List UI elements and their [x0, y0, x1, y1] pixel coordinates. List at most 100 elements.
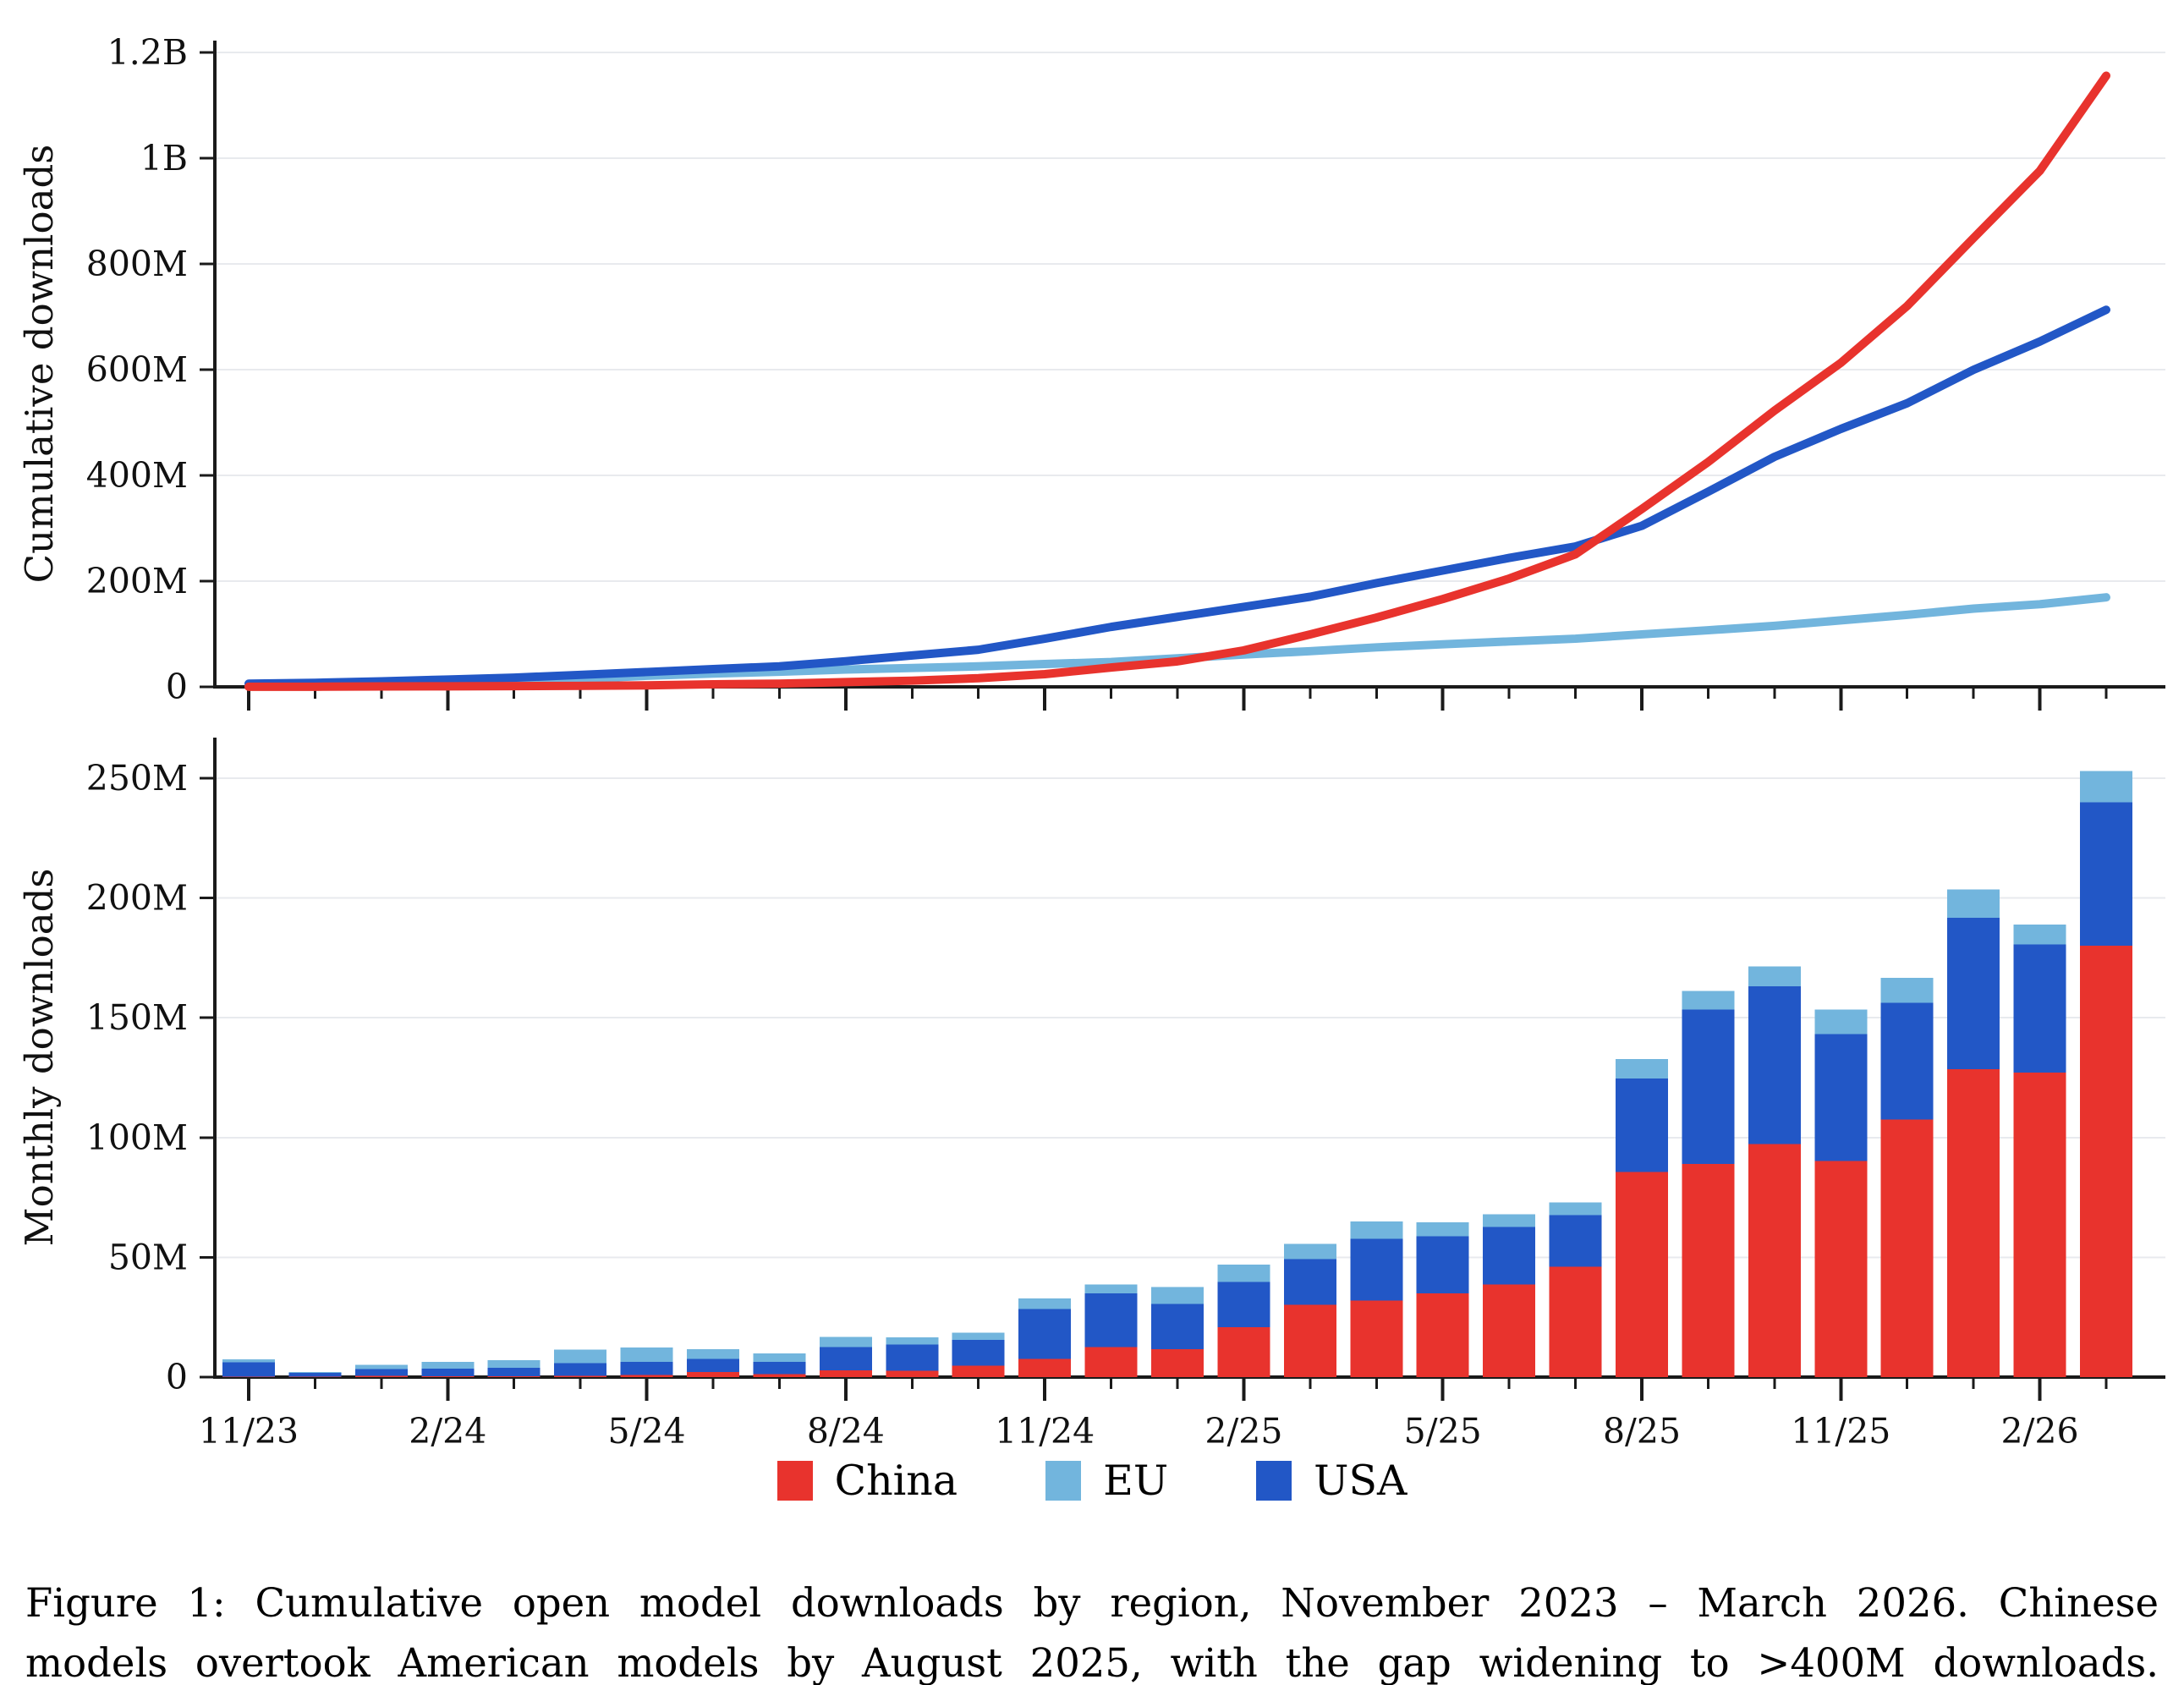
bar-segment-china [222, 1376, 275, 1377]
monthly-bar-chart: 0 50M 100M 150M 200M 250M 11/23 2/24 5/24 8/24 11/… [86, 738, 2165, 1452]
bar-segment-china [1084, 1347, 1138, 1377]
bar-segment-usa [288, 1373, 342, 1377]
bar-segment-eu [687, 1348, 739, 1359]
legend: China EU USA [0, 1457, 2184, 1505]
bar-segment-usa [222, 1362, 275, 1377]
bar-segment-china [487, 1376, 541, 1377]
bar-segment-eu [952, 1332, 1005, 1341]
bar-segment-china [421, 1376, 475, 1377]
bar-segment-china [1350, 1300, 1403, 1377]
figure-caption: Figure 1: Cumulative open model download… [25, 1573, 2159, 1685]
bar-segment-eu [1483, 1214, 1536, 1227]
bar-segment-usa [1814, 1034, 1868, 1161]
bar-segment-eu [753, 1353, 806, 1362]
bar-segment-usa [1616, 1079, 1668, 1172]
bar-segment-china [620, 1375, 673, 1377]
bar-segment-china [952, 1365, 1005, 1377]
x-tick-label: 2/25 [1204, 1411, 1282, 1452]
bar-segment-usa [1151, 1304, 1204, 1350]
bar-segment-eu [1018, 1298, 1072, 1309]
bar-segment-usa [1549, 1215, 1602, 1267]
legend-item-eu: EU [1045, 1457, 1168, 1505]
bar-segment-china [1549, 1266, 1602, 1377]
bar-segment-china [1483, 1284, 1536, 1377]
bar-segment-china [354, 1375, 408, 1377]
usa-swatch-icon [1256, 1461, 1292, 1501]
y-tick-label: 600M [86, 349, 188, 390]
bar-segment-eu [222, 1358, 275, 1363]
bar-segment-china [687, 1372, 739, 1377]
y-tick-label: 400M [86, 455, 188, 496]
bar-segment-china [2013, 1073, 2066, 1377]
y-tick-label: 0 [166, 1357, 188, 1397]
x-tick-label: 8/25 [1603, 1411, 1681, 1452]
bar-segment-eu [1416, 1222, 1469, 1237]
x-tick-label: 2/24 [409, 1411, 486, 1452]
bar-segment-china [819, 1369, 872, 1377]
bar-segment-usa [1682, 1009, 1735, 1165]
line-usa [244, 305, 2110, 689]
bar-segment-usa [1483, 1227, 1536, 1285]
caption-line-2: models overtook American models by Augus… [25, 1640, 2159, 1685]
bar-segment-china [1616, 1172, 1668, 1377]
bar-segment-eu [2080, 771, 2132, 803]
bar-segment-eu [620, 1347, 673, 1363]
y-tick-label: 800M [86, 244, 188, 284]
charts-svg: 0 200M 400M 600M 800M 1B 1.2B 0 50M 100M 150M 200M… [17, 32, 2165, 1452]
bar-segment-eu [354, 1364, 408, 1369]
bar-segment-eu [1616, 1058, 1668, 1079]
bar-segment-eu [886, 1336, 939, 1345]
bar-segment-china [1151, 1349, 1204, 1377]
bar-segment-usa [1217, 1282, 1270, 1328]
bar-segment-eu [554, 1349, 607, 1364]
bar-segment-usa [1947, 918, 2000, 1070]
bar-segment-eu [1084, 1284, 1138, 1294]
legend-item-usa: USA [1256, 1457, 1407, 1505]
bar-segment-eu [288, 1372, 342, 1374]
x-tick-label: 8/24 [807, 1411, 885, 1452]
bar-segment-china [886, 1370, 939, 1377]
bar-segment-china [1217, 1327, 1270, 1377]
bar-segment-usa [2013, 944, 2066, 1073]
bar-segment-china [1814, 1161, 1868, 1377]
caption-line-1: Figure 1: Cumulative open model download… [25, 1580, 2159, 1626]
line-eu [244, 593, 2110, 691]
y-tick-label: 0 [166, 667, 188, 707]
bar-segment-eu [1283, 1243, 1336, 1260]
y-tick-label: 250M [86, 758, 188, 799]
bar-segment-china [1416, 1293, 1469, 1377]
bar-segment-usa [687, 1358, 739, 1373]
legend-label-china: China [834, 1457, 958, 1505]
bar-segment-china [1947, 1069, 2000, 1377]
bar-segment-usa [819, 1347, 872, 1370]
x-tick-label: 11/24 [995, 1411, 1095, 1452]
bar-segment-usa [354, 1369, 408, 1376]
bar-segment-usa [620, 1362, 673, 1375]
bar-segment-usa [2080, 802, 2132, 947]
bar-segment-eu [1350, 1221, 1403, 1239]
bar-segment-eu [1748, 966, 1801, 986]
y-tick-label: 1B [140, 138, 188, 178]
x-tick-label: 11/23 [199, 1411, 299, 1452]
bar-segment-china [1283, 1304, 1336, 1377]
bar-segment-usa [1283, 1259, 1336, 1305]
y-tick-label: 50M [108, 1237, 188, 1277]
bar-segment-china [1018, 1358, 1072, 1377]
bar-segment-eu [1880, 978, 1934, 1003]
line-china [244, 71, 2110, 691]
bar-segment-usa [1880, 1002, 1934, 1120]
bar-segment-eu [819, 1336, 872, 1347]
y-tick-label: 200M [86, 878, 188, 919]
bar-segment-usa [1084, 1293, 1138, 1347]
bar-segment-usa [1748, 985, 1801, 1144]
legend-label-usa: USA [1314, 1457, 1408, 1505]
bar-segment-eu [1814, 1009, 1868, 1035]
bar-segment-eu [1947, 889, 2000, 919]
bar-segment-eu [2013, 925, 2066, 945]
x-tick-label: 11/25 [1791, 1411, 1890, 1452]
bar-segment-china [554, 1375, 607, 1377]
y-tick-label: 150M [86, 997, 188, 1038]
x-tick-label: 2/26 [2001, 1411, 2079, 1452]
bar-segment-usa [487, 1367, 541, 1377]
